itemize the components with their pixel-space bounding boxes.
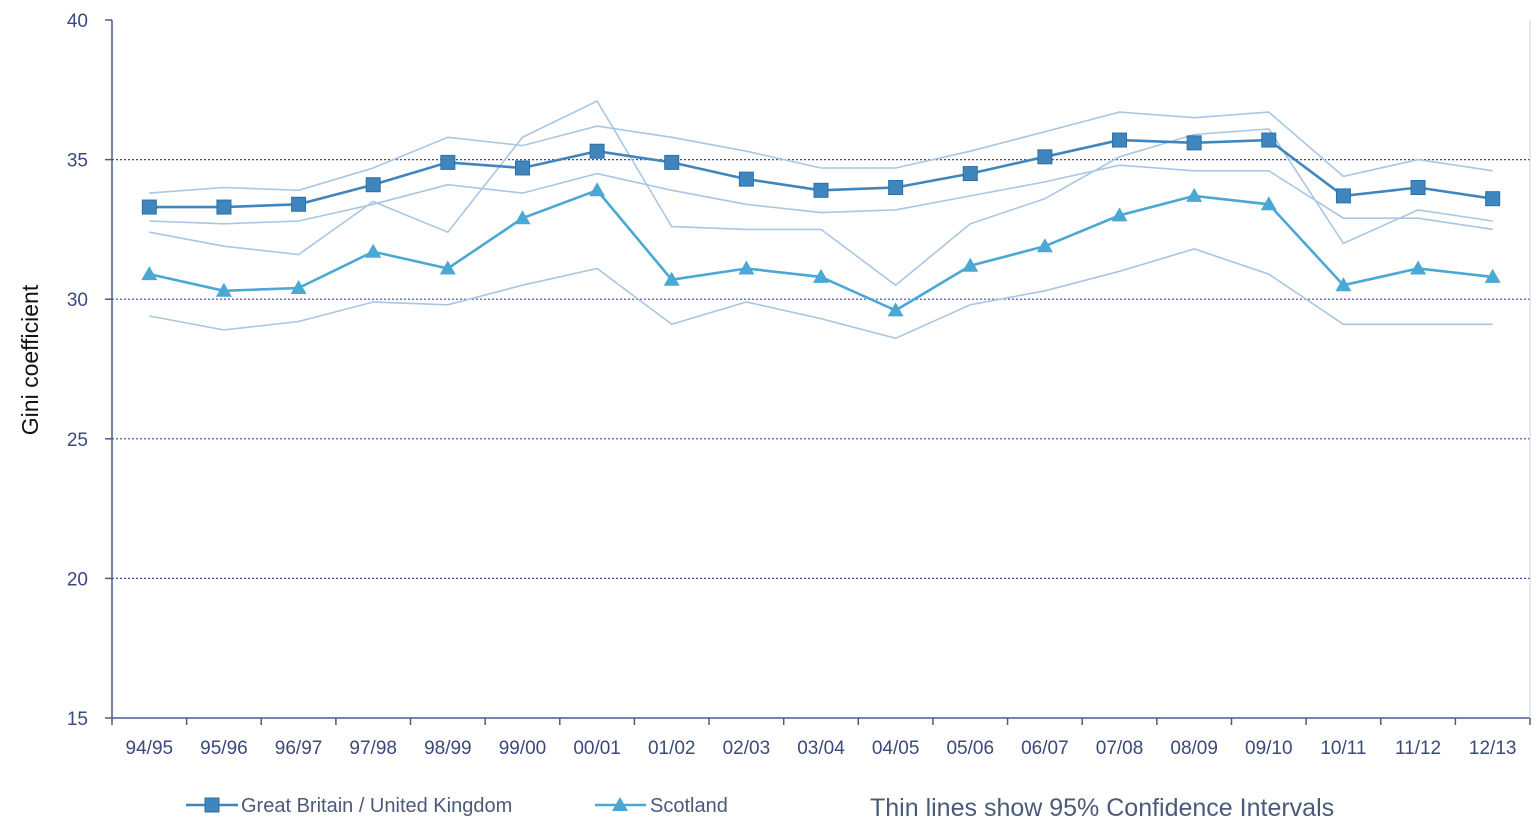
data-point-square <box>589 143 605 159</box>
axes <box>111 20 1531 719</box>
data-point-square <box>291 196 307 212</box>
x-tick-label: 08/09 <box>1170 738 1218 759</box>
x-tick-label: 95/96 <box>200 738 248 759</box>
data-point-triangle <box>813 268 829 283</box>
data-point-square <box>440 154 456 170</box>
confidence-intervals <box>149 99 1493 340</box>
data-point-triangle <box>962 257 979 272</box>
data-point-square <box>664 154 680 170</box>
legend: Great Britain / United Kingdom Scotland <box>186 795 728 817</box>
y-axis-label: Gini coefficient <box>17 284 43 435</box>
data-point-triangle <box>1484 268 1501 283</box>
data-point-square <box>141 199 157 215</box>
ci-line-lower-1 <box>149 248 1493 340</box>
series-markers <box>141 132 1501 317</box>
data-point-square <box>813 182 829 198</box>
legend-gb-label: Great Britain / United Kingdom <box>241 795 512 817</box>
data-point-square <box>514 160 530 176</box>
data-point-square <box>1410 180 1426 196</box>
data-point-triangle <box>1335 277 1352 292</box>
data-point-triangle <box>1111 207 1128 222</box>
data-point-square <box>1261 132 1277 148</box>
ci-line-lower-0 <box>149 164 1493 231</box>
ci-line-upper-0 <box>149 111 1493 194</box>
x-tick-label: 07/08 <box>1096 738 1144 759</box>
y-tick-label: 25 <box>67 430 88 451</box>
legend-gb-marker <box>204 797 220 813</box>
x-tick-label: 12/13 <box>1469 738 1517 759</box>
x-tick-label: 01/02 <box>648 738 696 759</box>
x-tick-label: 09/10 <box>1245 738 1293 759</box>
data-point-square <box>216 199 232 215</box>
data-point-triangle <box>365 243 382 258</box>
data-point-square <box>738 171 754 187</box>
data-point-square <box>888 180 904 196</box>
grid-lines <box>112 159 1530 580</box>
legend-item-scotland: Scotland <box>595 795 728 817</box>
y-axis-ticks: 15 20 25 30 35 40 <box>67 11 112 730</box>
x-tick-label: 11/12 <box>1395 738 1441 759</box>
x-tick-label: 03/04 <box>797 738 845 759</box>
x-tick-label: 94/95 <box>126 738 174 759</box>
data-point-square <box>365 177 381 193</box>
data-point-square <box>1112 132 1128 148</box>
x-tick-label: 04/05 <box>872 738 920 759</box>
data-point-triangle <box>1410 260 1427 275</box>
y-tick-label: 30 <box>67 290 88 311</box>
data-point-triangle <box>738 260 755 275</box>
data-point-square <box>1485 191 1501 207</box>
data-point-triangle <box>1186 187 1203 202</box>
data-point-square <box>1335 188 1351 204</box>
legend-scotland-marker <box>612 797 628 811</box>
data-point-triangle <box>439 260 456 275</box>
data-point-triangle <box>514 210 531 225</box>
data-point-square <box>962 166 978 182</box>
x-tick-label: 06/07 <box>1021 738 1069 759</box>
x-tick-label: 96/97 <box>275 738 323 759</box>
x-tick-label: 05/06 <box>946 738 994 759</box>
y-tick-label: 15 <box>67 709 88 730</box>
confidence-interval-note: Thin lines show 95% Confidence Intervals <box>870 794 1334 822</box>
ci-line-upper-1 <box>149 99 1493 287</box>
y-tick-label: 40 <box>67 11 88 32</box>
x-tick-label: 02/03 <box>723 738 771 759</box>
legend-item-gb: Great Britain / United Kingdom <box>186 795 512 817</box>
data-point-triangle <box>290 280 307 294</box>
data-point-triangle <box>887 302 904 317</box>
series-line-1 <box>149 188 1493 312</box>
data-point-triangle <box>589 182 606 197</box>
data-point-square <box>1186 135 1202 151</box>
data-point-triangle <box>141 266 158 281</box>
y-tick-label: 20 <box>67 569 88 590</box>
data-point-triangle <box>1036 238 1053 253</box>
data-point-square <box>1037 149 1053 165</box>
x-tick-label: 99/00 <box>499 738 547 759</box>
x-tick-label: 98/99 <box>424 738 472 759</box>
legend-scotland-label: Scotland <box>650 795 728 817</box>
data-point-triangle <box>1260 196 1277 211</box>
series-lines <box>149 138 1493 312</box>
x-tick-label: 97/98 <box>349 738 397 759</box>
y-tick-label: 35 <box>67 151 88 172</box>
x-tick-label: 10/11 <box>1320 738 1366 759</box>
x-tick-label: 00/01 <box>573 738 621 759</box>
x-axis-ticks: 94/95 95/96 96/97 97/98 98/99 99/00 00/01 01/02… <box>111 718 1531 759</box>
data-point-triangle <box>215 282 232 297</box>
data-point-triangle <box>663 271 680 286</box>
